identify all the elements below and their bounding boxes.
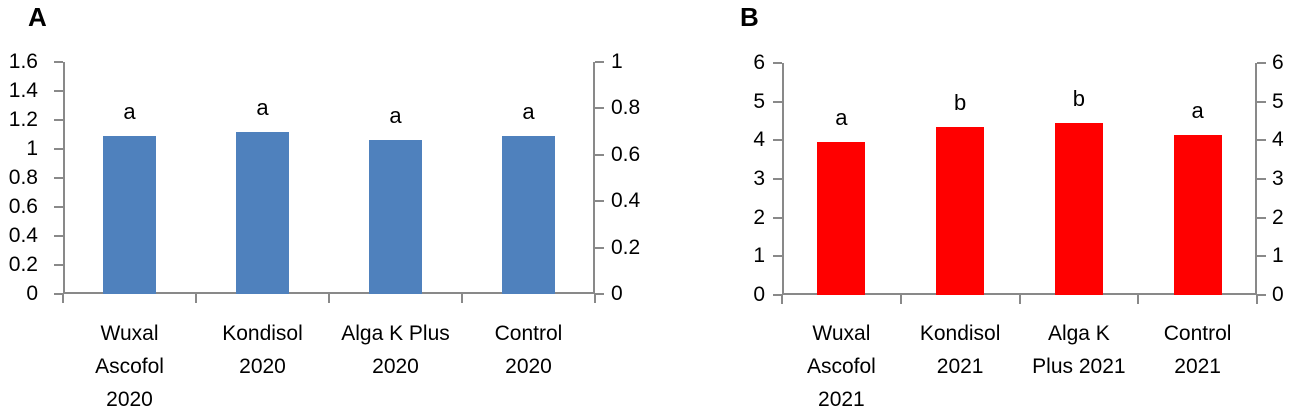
panel-a-x-axis-tick <box>62 294 64 303</box>
panel-a-left-axis-tick-label: 0.4 <box>8 224 38 247</box>
panel-b-significance-letter-4: a <box>1191 97 1204 123</box>
panel-a-bar-3 <box>369 140 422 294</box>
panel-a-right-axis-tick-label: 0.8 <box>611 96 641 120</box>
panel-a-left-axis-tick-label: 1.4 <box>8 79 38 102</box>
panel-a-right-axis-tick <box>595 61 604 63</box>
panel-a-category-label-4: Control 2020 <box>494 322 563 378</box>
panel-a-significance-letter-1: a <box>123 98 136 124</box>
panel-a-significance-letter-3: a <box>389 103 402 129</box>
panel-b-left-axis-tick <box>773 216 782 219</box>
panel-b-x-axis-tick <box>781 295 783 304</box>
panel-b-right-axis-tick-label: 1 <box>1272 244 1284 268</box>
panel-a-category-label-2: Kondisol 2020 <box>222 322 303 378</box>
panel-a-label: A <box>28 2 47 32</box>
panel-b-left-axis-tick <box>773 139 782 142</box>
panel-b-x-axis-tick <box>1256 295 1258 304</box>
panel-b-category-label-1: Wuxal Ascofol 2021 <box>806 322 876 411</box>
panel-b-right-axis-tick <box>1257 216 1266 219</box>
panel-a-right-axis-tick-label: 0 <box>611 282 623 305</box>
panel-a-left-axis-tick <box>54 293 63 295</box>
panel-a-plot-area <box>63 62 595 294</box>
panel-b-right-axis-tick-label: 3 <box>1272 167 1284 190</box>
panel-a-x-axis-tick <box>461 294 463 303</box>
panel-a-right-axis-tick-label: 0.2 <box>611 235 641 259</box>
panel-b-left-axis-tick-label: 3 <box>753 167 765 190</box>
panel-a-bar-4 <box>502 135 555 294</box>
panel-b-left-axis-tick-label: 1 <box>753 244 765 268</box>
panel-a-category-label-3: Alga K Plus 2020 <box>341 322 450 378</box>
panel-b-right-axis-tick-label: 0 <box>1272 283 1284 306</box>
panel-b-left-axis-tick-label: 4 <box>753 128 765 152</box>
panel-b-label: B <box>740 2 759 32</box>
panel-b-significance-letter-1: a <box>835 105 848 131</box>
panel-a-right-axis-tick-label: 0.6 <box>611 142 641 166</box>
panel-a-left-axis-tick <box>54 177 63 179</box>
panel-b-right-axis-tick-label: 5 <box>1272 89 1284 113</box>
panel-b-left-axis-tick <box>773 255 782 258</box>
panel-b-category-label-2: Kondisol 2021 <box>919 322 1001 378</box>
panel-a-left-axis-tick <box>54 264 63 266</box>
panel-b-x-axis-tick <box>1018 295 1021 304</box>
panel-b-left-axis-tick-label: 6 <box>753 51 765 74</box>
panel-a-bar-2 <box>236 131 289 294</box>
panel-b-category-label-4: Control 2021 <box>1163 322 1232 378</box>
panel-a-right-axis-tick <box>595 153 604 156</box>
panel-b-left-axis-tick-label: 5 <box>753 89 765 113</box>
panel-b-plot-area <box>782 63 1257 295</box>
panel-a-left-axis-tick <box>54 61 63 63</box>
panel-a-x-axis-tick <box>594 294 596 303</box>
panel-a-right-axis-tick <box>595 293 604 295</box>
panel-b-right-axis-tick-label: 2 <box>1272 205 1284 229</box>
panel-b-right-axis-tick-label: 4 <box>1272 128 1284 152</box>
panel-a-left-axis-tick-label: 0.2 <box>8 253 38 276</box>
panel-a-bar-1 <box>103 135 156 294</box>
panel-a-left-axis-tick <box>54 206 63 208</box>
panel-b-x-axis-tick <box>899 295 902 304</box>
panel-b-left-axis-tick <box>773 294 782 296</box>
panel-b-significance-letter-3: b <box>1072 85 1085 111</box>
panel-b-left-axis-tick <box>773 178 782 180</box>
panel-a-left-axis-tick-label: 1.2 <box>8 108 38 131</box>
panel-a-significance-letter-2: a <box>256 94 269 120</box>
panel-b-category-label-3: Alga K Plus 2021 <box>1032 322 1126 378</box>
panel-b-right-axis-tick <box>1257 62 1266 64</box>
panel-a-right-axis-tick-label: 0.4 <box>611 189 641 213</box>
panel-a-left-axis-tick-label: 1.6 <box>8 50 38 73</box>
panel-b-bar-4 <box>1173 134 1222 295</box>
panel-a-x-axis-tick <box>328 294 330 303</box>
panel-b-right-axis-tick <box>1257 100 1266 103</box>
panel-a-right-axis-tick-label: 1 <box>611 50 623 73</box>
panel-a-right-axis-tick <box>595 200 604 203</box>
panel-b-bar-3 <box>1054 122 1103 295</box>
panel-b-significance-letter-2: b <box>954 89 967 115</box>
panel-a-right-axis-tick <box>595 107 604 110</box>
panel-b-left-axis-tick-label: 2 <box>753 205 765 229</box>
panel-b-right-axis-tick <box>1257 178 1266 180</box>
panel-a-left-axis-tick <box>54 119 63 121</box>
panel-b-bar-2 <box>936 126 985 295</box>
panel-a-left-axis-tick <box>54 148 63 150</box>
panel-a-left-axis-tick <box>54 90 63 92</box>
panel-b-right-axis-tick <box>1257 294 1266 296</box>
panel-a-left-axis-tick-label: 0 <box>26 282 38 305</box>
panel-a-category-label-1: Wuxal Ascofol 2020 <box>95 322 164 411</box>
panel-a-left-axis-tick-label: 0.6 <box>8 195 38 218</box>
panel-b-left-axis-tick <box>773 62 782 64</box>
panel-b-left-axis-tick-label: 0 <box>753 283 765 306</box>
panel-a-significance-letter-4: a <box>522 98 535 124</box>
panel-a-x-axis-tick <box>195 294 197 303</box>
panel-b-right-axis-tick <box>1257 139 1266 142</box>
panel-a-left-axis-tick-label: 0.8 <box>8 166 38 189</box>
panel-b-bar-1 <box>817 142 866 295</box>
panel-a-right-axis-tick <box>595 246 604 249</box>
panel-b-right-axis-tick-label: 6 <box>1272 51 1284 74</box>
panel-b-right-axis-tick <box>1257 255 1266 258</box>
panel-b-x-axis-tick <box>1137 295 1140 304</box>
panel-a-left-axis-tick <box>54 235 63 237</box>
panel-b-left-axis-tick <box>773 100 782 103</box>
panel-a-left-axis-tick-label: 1 <box>26 137 38 160</box>
